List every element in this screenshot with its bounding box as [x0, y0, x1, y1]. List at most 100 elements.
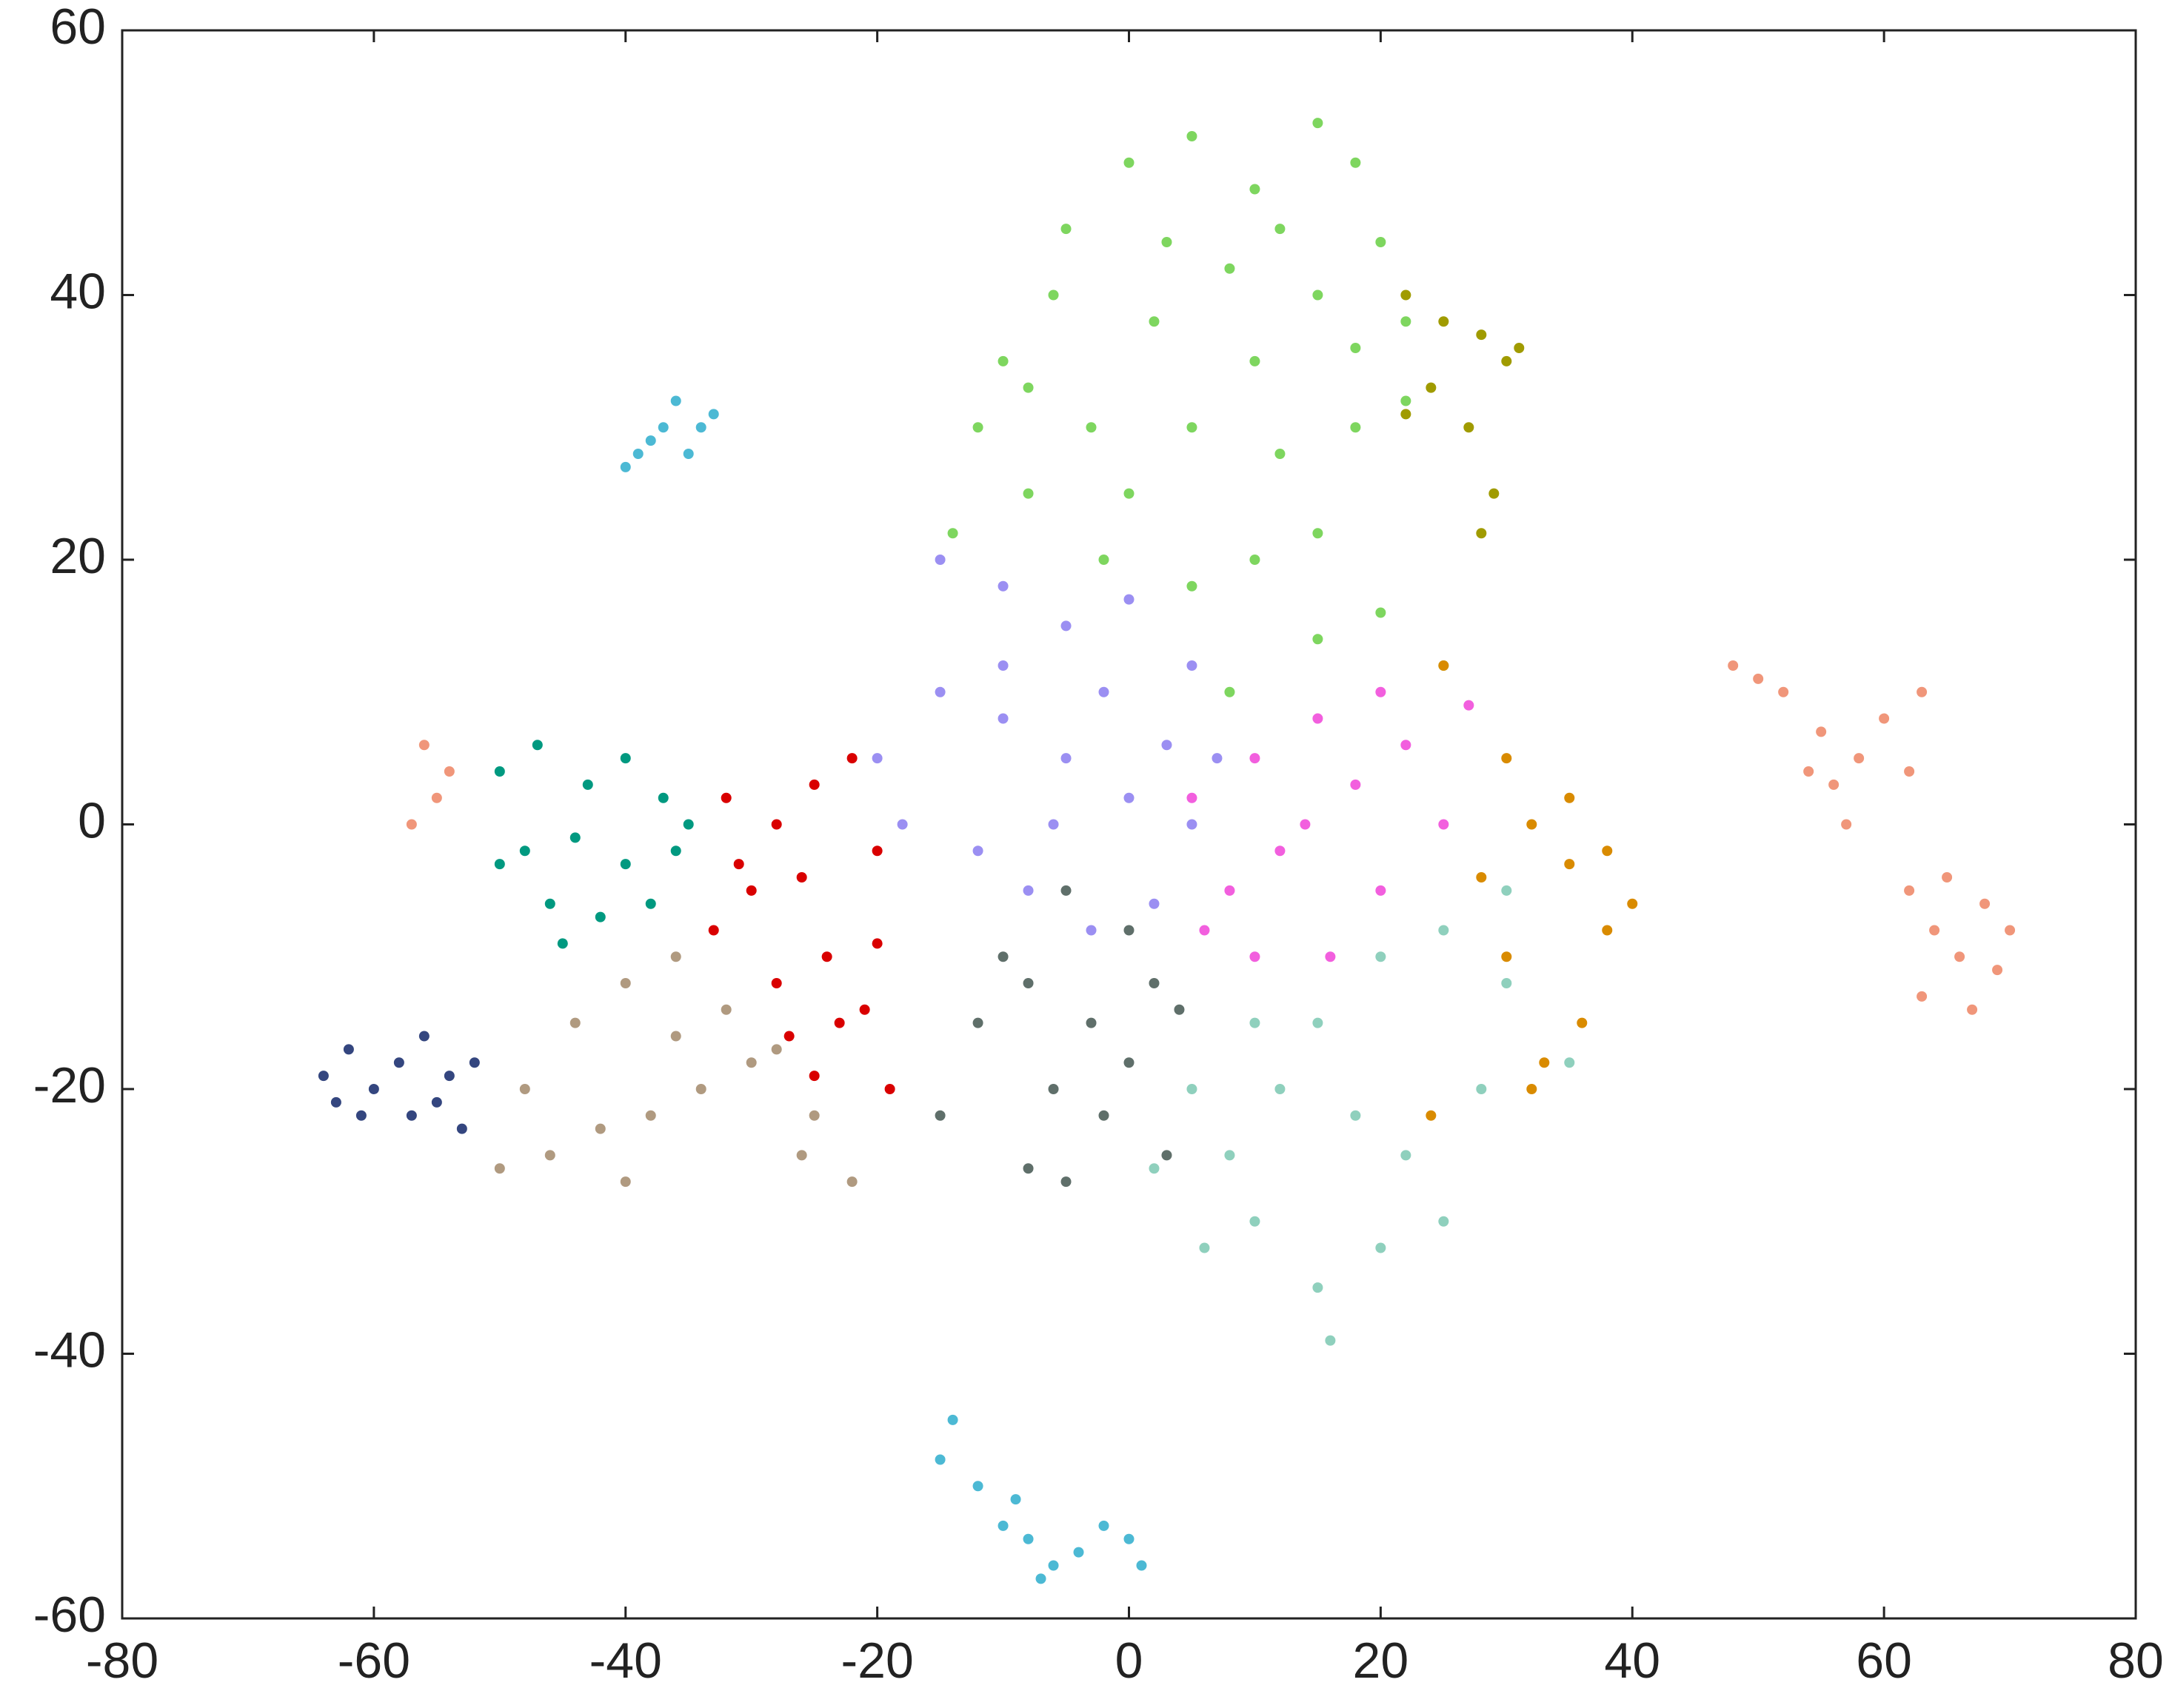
point: [1476, 1084, 1487, 1094]
point: [998, 580, 1009, 592]
point: [1375, 885, 1386, 896]
point: [683, 449, 694, 459]
point: [1400, 740, 1411, 751]
point: [1526, 1084, 1537, 1094]
point: [972, 1481, 983, 1492]
point: [1098, 1110, 1109, 1121]
point: [1023, 885, 1034, 896]
point: [721, 792, 732, 803]
x-tick-label: 80: [2108, 1632, 2164, 1689]
point: [1375, 237, 1386, 247]
point: [1274, 1084, 1286, 1094]
point: [1060, 224, 1072, 235]
point: [1136, 1560, 1147, 1571]
point: [1375, 1242, 1386, 1253]
point: [1249, 355, 1260, 366]
point: [972, 845, 983, 857]
point: [1098, 686, 1109, 697]
point: [1035, 1573, 1046, 1584]
point: [444, 766, 455, 777]
point: [809, 779, 820, 790]
point: [746, 1057, 757, 1068]
point: [1098, 1520, 1109, 1531]
point: [1312, 713, 1323, 724]
point: [708, 409, 719, 420]
point: [708, 925, 719, 936]
point: [998, 951, 1009, 962]
point: [544, 1150, 555, 1161]
point: [1249, 951, 1260, 962]
point: [1274, 845, 1286, 857]
point: [796, 1150, 807, 1161]
point: [1312, 1017, 1323, 1028]
point: [444, 1071, 455, 1082]
point: [1023, 1163, 1034, 1174]
point: [935, 686, 946, 697]
point: [809, 1071, 820, 1082]
point: [1325, 1335, 1336, 1346]
x-tick-label: 20: [1353, 1632, 1409, 1689]
point: [683, 819, 694, 830]
point: [645, 435, 656, 446]
point: [1224, 885, 1235, 896]
point: [557, 938, 568, 949]
point: [456, 1123, 467, 1134]
point: [1501, 951, 1512, 962]
point: [1476, 329, 1487, 341]
point: [1753, 673, 1764, 684]
point: [519, 845, 530, 857]
point: [972, 1017, 983, 1028]
point: [620, 461, 631, 472]
point: [1098, 555, 1109, 565]
point: [1501, 978, 1512, 988]
point: [872, 753, 883, 764]
point: [884, 1084, 895, 1094]
point: [1048, 289, 1059, 301]
point: [1149, 1163, 1160, 1174]
point: [935, 555, 946, 565]
point: [1023, 1533, 1034, 1544]
point: [645, 1110, 656, 1121]
point: [670, 1031, 681, 1042]
point: [796, 872, 807, 883]
point: [1023, 488, 1034, 499]
point: [406, 819, 417, 830]
point: [1249, 1017, 1260, 1028]
point: [1060, 885, 1072, 896]
point: [1438, 660, 1449, 671]
point: [1375, 951, 1386, 962]
point: [1400, 289, 1411, 301]
x-tick-label: 60: [1856, 1632, 1912, 1689]
point: [1123, 792, 1135, 803]
point: [1400, 395, 1411, 406]
point: [418, 740, 430, 751]
point: [494, 859, 505, 870]
point: [1350, 343, 1361, 353]
point: [1224, 1150, 1235, 1161]
point: [1954, 951, 1965, 962]
point: [670, 395, 681, 406]
point: [569, 832, 581, 843]
point: [1854, 753, 1865, 764]
point: [1400, 316, 1411, 327]
point: [1904, 885, 1915, 896]
point: [947, 528, 958, 539]
point: [1438, 819, 1449, 830]
y-tick-label: 40: [50, 263, 106, 319]
point: [998, 355, 1009, 366]
point: [418, 1031, 430, 1042]
point: [1564, 1057, 1575, 1068]
point: [1992, 965, 2003, 976]
point: [998, 1520, 1009, 1531]
point: [1526, 819, 1537, 830]
point: [695, 1084, 706, 1094]
point: [771, 819, 782, 830]
point: [947, 1414, 958, 1425]
point: [544, 898, 555, 909]
point: [1539, 1057, 1550, 1068]
point: [1161, 740, 1172, 751]
point: [1123, 488, 1135, 499]
point: [872, 845, 883, 857]
point: [834, 1017, 845, 1028]
